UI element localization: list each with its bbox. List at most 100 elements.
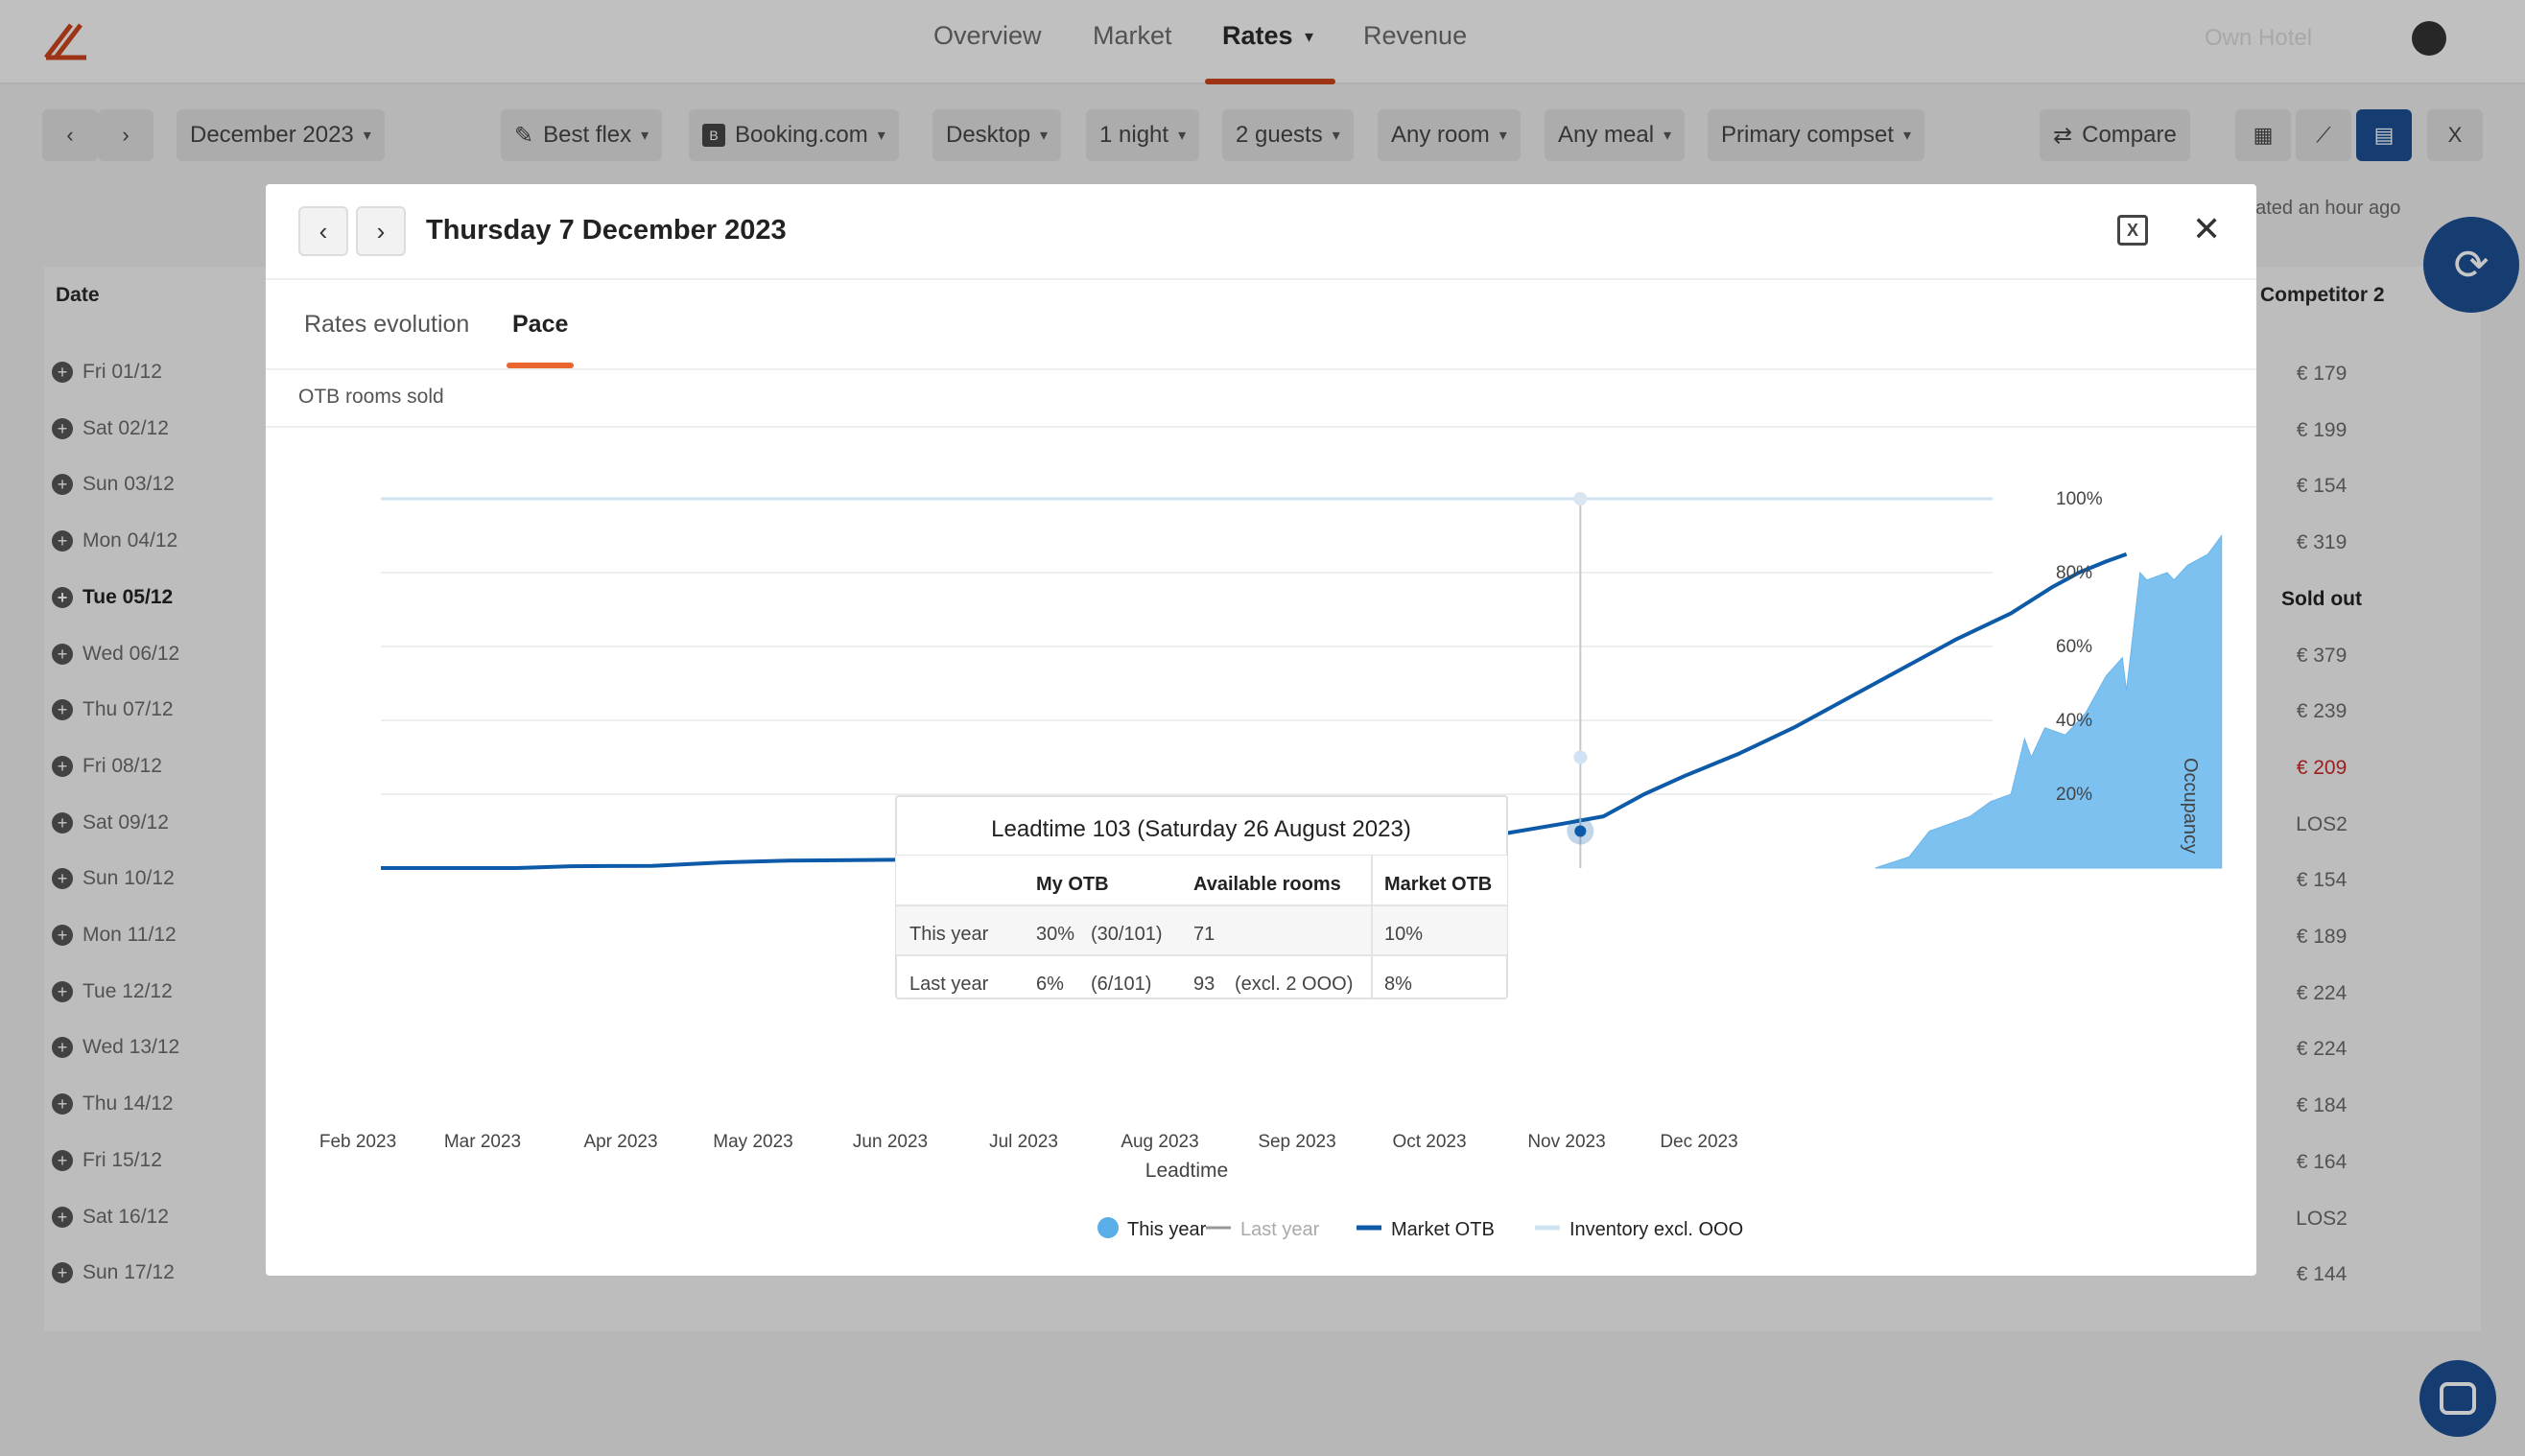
- next-month-button[interactable]: ›: [98, 109, 153, 161]
- expand-row-icon[interactable]: +: [52, 980, 73, 1002]
- app-logo[interactable]: [42, 19, 88, 61]
- tooltip-market-otb: 10%: [1384, 924, 1423, 945]
- month-selector[interactable]: December 2023 ▾: [177, 109, 385, 161]
- expand-row-icon[interactable]: +: [52, 1037, 73, 1059]
- prev-month-button[interactable]: ‹: [42, 109, 98, 161]
- tab-pace[interactable]: Pace: [512, 311, 569, 338]
- nav-market[interactable]: Market: [1093, 21, 1172, 50]
- expand-row-icon[interactable]: +: [52, 1149, 73, 1171]
- channel-selector[interactable]: B Booking.com ▾: [689, 109, 899, 161]
- rate-selector[interactable]: ✎ Best flex ▾: [501, 109, 663, 161]
- table-row[interactable]: + Sun 17/12: [52, 1261, 175, 1284]
- row-date: Sun 03/12: [83, 473, 175, 496]
- chat-button[interactable]: [2419, 1360, 2496, 1437]
- modal-header: ‹ › Thursday 7 December 2023 X ✕: [266, 184, 2256, 280]
- chevron-down-icon: ▾: [1332, 128, 1340, 144]
- nav-rates[interactable]: Rates: [1222, 21, 1293, 50]
- prev-day-button[interactable]: ‹: [298, 206, 348, 256]
- guests-label: 2 guests: [1236, 122, 1323, 148]
- y-tick-label: 20%: [2056, 785, 2092, 805]
- close-icon[interactable]: ✕: [2192, 209, 2222, 248]
- table-row[interactable]: + Tue 12/12: [52, 980, 173, 1003]
- next-day-button[interactable]: ›: [356, 206, 406, 256]
- calendar-view-button[interactable]: ▦: [2235, 109, 2291, 161]
- room-selector[interactable]: Any room ▾: [1378, 109, 1521, 161]
- table-row[interactable]: + Fri 01/12: [52, 361, 162, 384]
- nav-overview[interactable]: Overview: [933, 21, 1042, 50]
- nav-revenue[interactable]: Revenue: [1363, 21, 1468, 50]
- tooltip-my-otb-count: (6/101): [1091, 974, 1151, 995]
- hotel-selector[interactable]: Own Hotel: [2205, 25, 2313, 51]
- table-row[interactable]: + Tue 05/12: [52, 586, 173, 609]
- chat-icon: [2440, 1382, 2476, 1415]
- expand-row-icon[interactable]: +: [52, 474, 73, 496]
- expand-row-icon[interactable]: +: [52, 811, 73, 834]
- room-label: Any room: [1391, 122, 1490, 148]
- this-year-area[interactable]: [1875, 533, 2223, 869]
- competitor-2-value: € 199: [2296, 418, 2348, 441]
- expand-row-icon[interactable]: +: [52, 362, 73, 383]
- expand-row-icon[interactable]: +: [52, 1093, 73, 1115]
- graph-view-button[interactable]: ⟋: [2296, 109, 2351, 161]
- tab-rates-evolution[interactable]: Rates evolution: [304, 311, 470, 338]
- tooltip-row-bg: [896, 905, 1507, 955]
- table-row[interactable]: + Sat 02/12: [52, 417, 169, 440]
- expand-row-icon[interactable]: +: [52, 417, 73, 439]
- device-selector[interactable]: Desktop ▾: [932, 109, 1062, 161]
- row-date: Fri 01/12: [83, 361, 162, 383]
- refresh-fab-button[interactable]: ⟳: [2423, 217, 2519, 313]
- expand-row-icon[interactable]: +: [52, 643, 73, 665]
- expand-row-icon[interactable]: +: [52, 868, 73, 890]
- table-row[interactable]: + Wed 06/12: [52, 643, 179, 666]
- table-row[interactable]: + Fri 08/12: [52, 755, 162, 778]
- expand-row-icon[interactable]: +: [52, 1262, 73, 1284]
- competitor-2-value: € 154: [2296, 475, 2348, 498]
- table-row[interactable]: + Sat 16/12: [52, 1206, 169, 1229]
- active-tab-indicator: [507, 363, 574, 368]
- expand-row-icon[interactable]: +: [52, 755, 73, 777]
- row-date: Sat 16/12: [83, 1205, 169, 1228]
- expand-row-icon[interactable]: +: [52, 1206, 73, 1228]
- guests-selector[interactable]: 2 guests ▾: [1222, 109, 1354, 161]
- excel-export-button[interactable]: X: [2427, 109, 2483, 161]
- table-row[interactable]: + Sun 10/12: [52, 867, 175, 890]
- table-row[interactable]: + Thu 07/12: [52, 698, 174, 721]
- expand-row-icon[interactable]: +: [52, 586, 73, 608]
- table-row[interactable]: + Mon 04/12: [52, 529, 177, 552]
- chevron-down-icon: ▾: [641, 128, 649, 144]
- table-row[interactable]: + Mon 11/12: [52, 924, 177, 947]
- user-avatar-icon[interactable]: [2412, 21, 2446, 56]
- chevron-down-icon: ▾: [1178, 128, 1187, 144]
- compset-selector[interactable]: Primary compset ▾: [1708, 109, 1925, 161]
- excel-export-icon[interactable]: X: [2117, 215, 2148, 246]
- row-date: Wed 06/12: [83, 642, 180, 665]
- row-date: Sun 17/12: [83, 1261, 175, 1284]
- table-row[interactable]: + Sun 03/12: [52, 473, 175, 496]
- tooltip-header-my-otb: My OTB: [1036, 874, 1109, 895]
- rate-label: Best flex: [543, 122, 632, 148]
- calendar-icon: ▦: [2253, 123, 2274, 147]
- table-row[interactable]: + Fri 15/12: [52, 1149, 162, 1172]
- row-date: Wed 13/12: [83, 1036, 180, 1059]
- row-date: Sat 02/12: [83, 416, 169, 439]
- competitor-2-value: Sold out: [2281, 587, 2362, 610]
- table-row[interactable]: + Wed 13/12: [52, 1036, 179, 1059]
- compare-icon: ⇄: [2053, 122, 2073, 149]
- y-tick-label: 40%: [2056, 711, 2092, 731]
- table-row[interactable]: + Thu 14/12: [52, 1092, 174, 1115]
- expand-row-icon[interactable]: +: [52, 699, 73, 721]
- chart-subtitle: OTB rooms sold: [298, 386, 444, 408]
- row-date: Thu 14/12: [83, 1092, 174, 1115]
- compare-button[interactable]: ⇄ Compare: [2040, 109, 2190, 161]
- expand-row-icon[interactable]: +: [52, 530, 73, 552]
- tooltip-title: Leadtime 103 (Saturday 26 August 2023): [991, 816, 1411, 842]
- table-row[interactable]: + Sat 09/12: [52, 811, 169, 834]
- meal-selector[interactable]: Any meal ▾: [1545, 109, 1686, 161]
- expand-row-icon[interactable]: +: [52, 925, 73, 946]
- table-view-button[interactable]: ▤: [2356, 109, 2412, 161]
- los-selector[interactable]: 1 night ▾: [1086, 109, 1200, 161]
- this-year-marker: [1573, 750, 1588, 764]
- tooltip-row-label: This year: [909, 924, 989, 945]
